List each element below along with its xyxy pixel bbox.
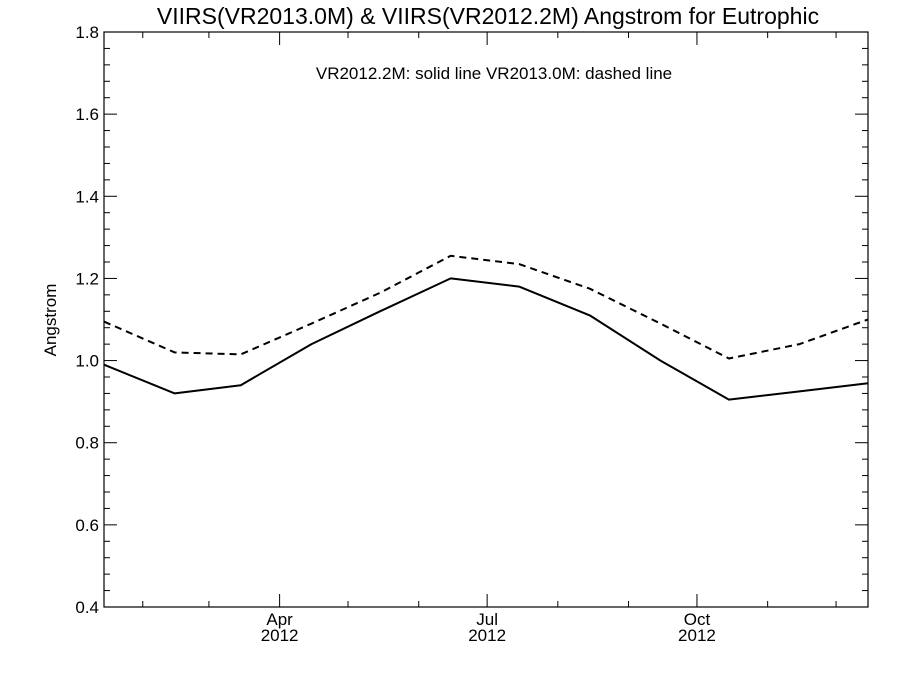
y-axis: 0.4 0.6 0.8 1.0 1.2 1.4 1.6 1.8: [75, 23, 868, 617]
series-line-vr2013-0m: [103, 254, 869, 360]
y-tick-label: 1.6: [75, 105, 99, 124]
y-tick-label: 1.0: [75, 352, 99, 371]
y-tick-label: 1.4: [75, 187, 99, 206]
series-line-vr2012-2m: [103, 277, 869, 401]
x-tick-label-year: 2012: [678, 626, 716, 645]
plot-frame: [103, 31, 869, 608]
series-layer: [103, 254, 869, 401]
y-tick-label: 0.4: [75, 598, 99, 617]
x-tick-label-month: Oct: [684, 610, 711, 629]
y-tick-label: 1.2: [75, 269, 99, 288]
x-tick-label-year: 2012: [261, 626, 299, 645]
legend-text: VR2012.2M: solid line VR2013.0M: dashed …: [316, 64, 672, 83]
x-tick-label-year: 2012: [468, 626, 506, 645]
x-tick-label-month: Jul: [476, 610, 498, 629]
y-tick-label: 1.8: [75, 23, 99, 42]
y-tick-label: 0.8: [75, 434, 99, 453]
chart-title: VIIRS(VR2013.0M) & VIIRS(VR2012.2M) Angs…: [157, 3, 819, 29]
y-tick-label: 0.6: [75, 516, 99, 535]
y-axis-label: Angstrom: [41, 284, 60, 357]
x-tick-label-month: Apr: [266, 610, 293, 629]
